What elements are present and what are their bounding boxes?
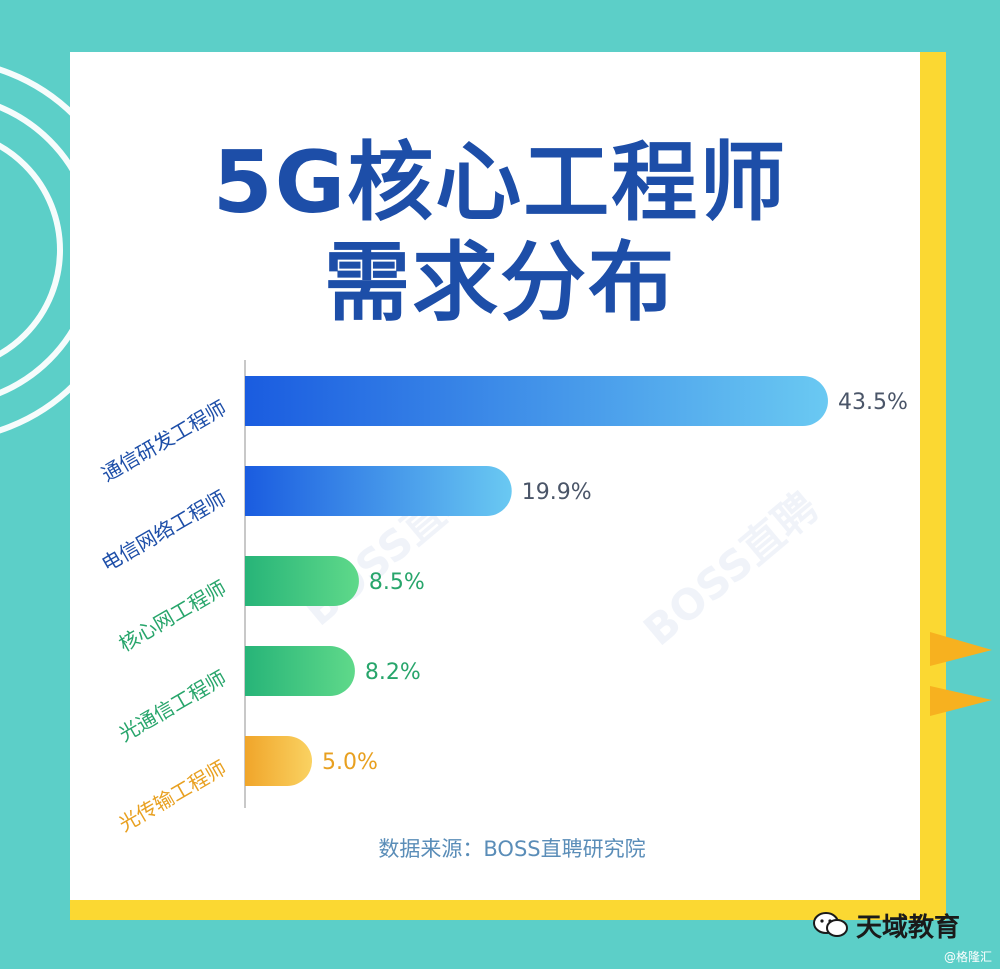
bar <box>245 466 512 516</box>
value-label: 8.2% <box>365 660 421 685</box>
brand: 天域教育 <box>812 905 972 945</box>
bar <box>245 376 828 426</box>
wechat-icon <box>813 912 848 937</box>
flag-decoration-2 <box>930 686 992 716</box>
flag-decoration-1 <box>930 632 992 666</box>
source-note: 数据来源：BOSS直聘研究院 <box>378 837 645 861</box>
title-line-2: 需求分布 <box>324 233 676 333</box>
brand-name: 天域教育 <box>856 912 961 943</box>
bar <box>245 556 359 606</box>
value-label: 19.9% <box>522 480 592 505</box>
value-label: 8.5% <box>369 570 425 595</box>
value-label: 5.0% <box>322 750 378 775</box>
bar <box>245 646 355 696</box>
value-label: 43.5% <box>838 390 908 415</box>
title-line-1: 5G核心工程师 <box>212 133 788 233</box>
bar <box>245 736 313 786</box>
source-handle: @格隆汇 <box>943 950 992 964</box>
